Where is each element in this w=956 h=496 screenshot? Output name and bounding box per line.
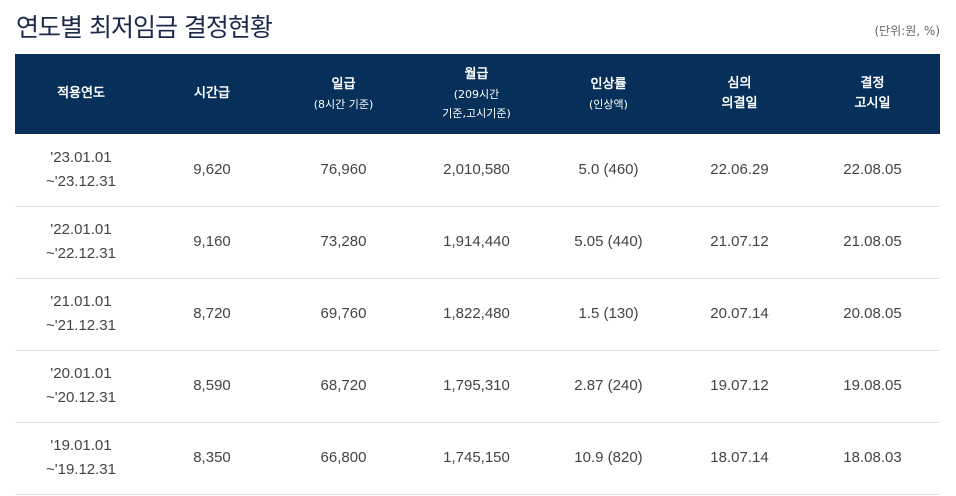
cell-period: '20.01.01 ~'20.12.31 [15,350,147,422]
header-monthly-sub1: (209시간 [453,88,500,101]
cell-resolution: 20.07.14 [710,305,769,322]
header-daily-label: 일급 [331,76,356,92]
period-end: ~'23.12.31 [45,172,116,190]
period-start: '19.01.01 [50,437,112,454]
period-end: ~'22.12.31 [45,245,116,262]
cell-resolution: 22.06.29 [710,160,769,178]
cell-hourly: 8,590 [193,377,231,394]
cell-period: '21.01.01 ~'21.12.31 [15,278,147,350]
header-resolution: 심의 의결일 [674,54,805,134]
cell-monthly: 1,745,150 [443,449,510,466]
cell-daily: 69,760 [320,305,367,322]
period-start: '20.01.01 [50,365,112,382]
cell-monthly: 1,795,310 [443,377,510,394]
header-notice-label1: 결정 [860,76,885,91]
cell-monthly: 2,010,580 [443,160,510,178]
header-increase: 인상률 (인상액) [543,54,674,134]
header-notice-label2: 고시일 [854,96,891,111]
table-row: '19.01.01 ~'19.12.31 8,350 66,800 1,745,… [15,422,940,494]
cell-notice: 21.08.05 [843,233,902,250]
header-period-label: 적용연도 [57,86,105,101]
minimum-wage-table: 적용연도 시간급 일급 (8시간 기준) 월급 (209시간 기준,고시기준) … [15,54,940,495]
header-hourly: 시간급 [147,54,277,134]
period-end: ~'19.12.31 [45,461,116,478]
cell-hourly: 8,350 [193,449,231,466]
cell-daily: 76,960 [320,160,367,178]
header-period: 적용연도 [15,54,147,134]
cell-resolution: 18.07.14 [710,449,769,466]
cell-daily: 68,720 [320,377,367,394]
cell-period: '19.01.01 ~'19.12.31 [15,422,147,494]
cell-daily: 66,800 [320,449,367,466]
table-row: '21.01.01 ~'21.12.31 8,720 69,760 1,822,… [15,278,940,350]
header-increase-label: 인상률 [590,76,627,92]
table-header-row: 적용연도 시간급 일급 (8시간 기준) 월급 (209시간 기준,고시기준) … [15,54,940,134]
header-daily-sub: (8시간 기준) [313,97,374,111]
period-start: '23.01.01 [50,148,112,166]
cell-increase: 5.05 (440) [574,233,643,250]
cell-resolution: 21.07.12 [710,233,769,250]
table-row: '20.01.01 ~'20.12.31 8,590 68,720 1,795,… [15,350,940,422]
cell-period: '23.01.01 ~'23.12.31 [15,134,147,206]
cell-notice: 19.08.05 [843,377,902,394]
cell-daily: 73,280 [320,233,367,250]
table-row: '23.01.01 ~'23.12.31 9,620 76,960 2,010,… [15,134,940,206]
page-title: 연도별 최저임금 결정현황 [16,13,273,42]
cell-resolution: 19.07.12 [710,377,769,394]
cell-period: '22.01.01 ~'22.12.31 [15,206,147,278]
cell-hourly: 8,720 [193,305,231,322]
period-start: '22.01.01 [50,221,112,238]
header-daily: 일급 (8시간 기준) [277,54,410,134]
table-row: '22.01.01 ~'22.12.31 9,160 73,280 1,914,… [15,206,940,278]
period-end: ~'20.12.31 [45,389,116,406]
unit-note: (단위:원, %) [874,24,940,38]
header-monthly-label: 월급 [464,67,489,82]
cell-notice: 20.08.05 [843,305,902,322]
cell-monthly: 1,914,440 [443,233,510,250]
cell-increase: 10.9 (820) [574,449,643,466]
cell-hourly: 9,160 [193,233,231,250]
cell-notice: 18.08.03 [843,449,902,466]
header-resolution-label1: 심의 [727,76,752,91]
period-end: ~'21.12.31 [45,317,116,334]
header-monthly: 월급 (209시간 기준,고시기준) [410,54,543,134]
header-increase-sub: (인상액) [589,97,628,111]
cell-increase: 2.87 (240) [574,377,643,394]
cell-monthly: 1,822,480 [443,305,510,322]
cell-increase: 5.0 (460) [578,160,639,178]
cell-notice: 22.08.05 [843,160,902,178]
header-resolution-label2: 의결일 [721,96,758,111]
header-monthly-sub2: 기준,고시기준) [442,107,511,120]
header-hourly-label: 시간급 [194,86,230,101]
cell-hourly: 9,620 [193,160,231,178]
period-start: '21.01.01 [50,293,112,310]
header-notice: 결정 고시일 [805,54,940,134]
cell-increase: 1.5 (130) [578,305,639,322]
